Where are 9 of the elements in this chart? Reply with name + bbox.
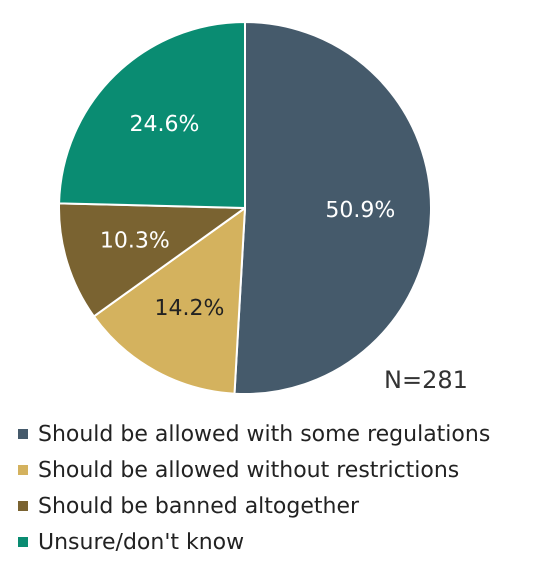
text: N=281 <box>384 366 468 394</box>
data-label: 50.9% <box>325 198 396 223</box>
legend-label: Unsure/don't know <box>38 530 244 554</box>
legend-label: Should be banned altogether <box>38 494 360 518</box>
data-label: 14.2% <box>154 296 224 321</box>
legend-label: Should be allowed with some regulations <box>38 422 490 446</box>
data-label: 24.6% <box>130 112 200 138</box>
legend-label: Should be allowed without restrictions <box>38 458 460 482</box>
data-label: 10.3% <box>100 228 170 254</box>
